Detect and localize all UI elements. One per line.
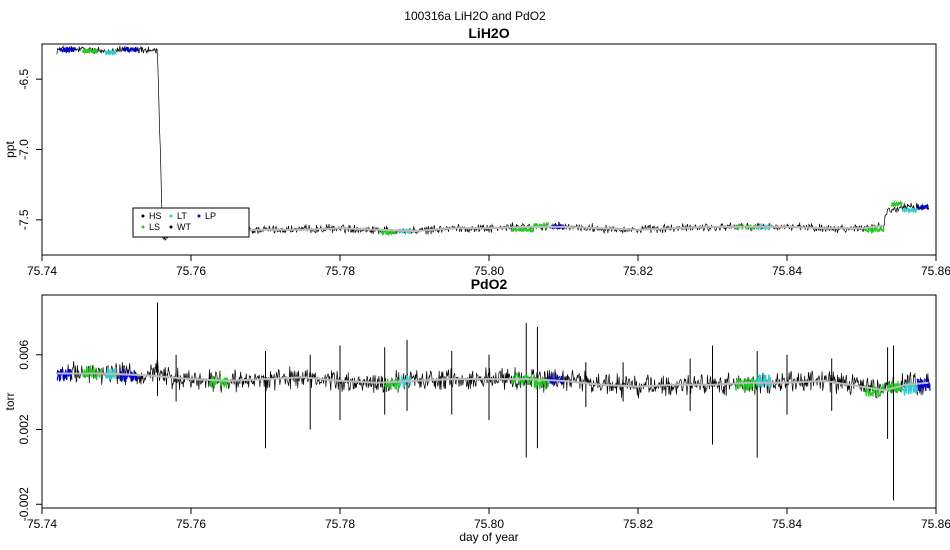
- pdo2-segment-lt: [756, 373, 773, 388]
- legend-box: [132, 207, 250, 238]
- pdo2-segment-lp: [56, 368, 73, 382]
- pdo2-smoothed-series-line: [56, 372, 929, 392]
- pdo2-panel-title: PdO2: [471, 276, 508, 292]
- legend-marker-ls: [141, 225, 145, 229]
- lih2o-smoothed-series-line: [168, 224, 884, 235]
- lih2o-x-tick-label: 75.80: [474, 264, 504, 278]
- lih2o-x-tick-label: 75.84: [772, 264, 802, 278]
- lih2o-x-tick-label: 75.82: [623, 264, 653, 278]
- legend-marker-wt: [169, 225, 173, 229]
- lih2o-x-tick-label: 75.86: [921, 264, 950, 278]
- pdo2-x-tick-label: 75.84: [772, 517, 802, 531]
- pdo2-segment-ls: [384, 378, 401, 390]
- pdo2-y-axis-label: torr: [3, 392, 17, 410]
- legend-marker-lp: [197, 214, 201, 218]
- lih2o-segment-ls: [864, 226, 885, 235]
- legend-label-hs: HS: [149, 211, 162, 221]
- lih2o-segment-ls: [510, 224, 535, 234]
- lih2o-segment-lp: [123, 46, 140, 54]
- pdo2-segment-lt: [104, 367, 118, 381]
- lih2o-y-tick-label: -7.5: [17, 209, 31, 230]
- lih2o-segment-lp: [917, 203, 930, 211]
- figure-title: 100316a LiH2O and PdO2: [404, 9, 546, 23]
- pdo2-segment-lp: [916, 378, 931, 392]
- pdo2-x-tick-label: 75.86: [921, 517, 950, 531]
- pdo2-x-tick-label: 75.74: [27, 517, 57, 531]
- lih2o-x-tick-label: 75.76: [176, 264, 206, 278]
- lih2o-segment-ls: [82, 46, 99, 55]
- lih2o-panel: LiH2O 75.74 75.76 75.78 75.80 75.82 75.84 75.86…: [3, 25, 950, 278]
- pdo2-y-tick-label: -0.002: [17, 487, 31, 521]
- lih2o-y-axis-label: ppt: [3, 140, 17, 157]
- pdo2-x-tick-label: 75.78: [325, 517, 355, 531]
- legend-marker-hs: [141, 214, 145, 218]
- pdo2-segment-ls: [511, 371, 535, 386]
- legend-label-lp: LP: [205, 211, 216, 221]
- legend-label-ls: LS: [149, 222, 160, 232]
- lih2o-segment-lt: [901, 207, 918, 215]
- pdo2-panel: PdO2 75.74 75.76 75.78 75.80 75.82 75.84 75.86 -…: [3, 276, 950, 544]
- lih2o-y-tick-label: -7.0: [17, 139, 31, 160]
- pdo2-x-tick-label: 75.82: [623, 517, 653, 531]
- pdo2-segment-lt: [901, 381, 918, 397]
- lih2o-segment-ls: [380, 228, 397, 237]
- legend-label-wt: WT: [177, 222, 191, 232]
- pdo2-y-tick-label: 0.006: [17, 339, 31, 369]
- legend-marker-lt: [169, 214, 173, 218]
- lih2o-segment-lt: [104, 49, 117, 57]
- lih2o-panel-title: LiH2O: [468, 25, 509, 41]
- lih2o-y-tick-label: -6.5: [17, 69, 31, 90]
- pdo2-segment-ls: [865, 383, 885, 398]
- lih2o-x-tick-label: 75.74: [27, 264, 57, 278]
- pdo2-x-tick-label: 75.80: [474, 517, 504, 531]
- pdo2-x-axis-label: day of year: [459, 530, 518, 544]
- lih2o-segment-lp: [60, 45, 77, 55]
- lih2o-x-tick-label: 75.78: [325, 264, 355, 278]
- pdo2-y-tick-label: 0.002: [17, 414, 31, 444]
- pdo2-segment-lp: [548, 372, 565, 386]
- pdo2-x-tick-label: 75.76: [176, 517, 206, 531]
- lih2o-segment-ls: [890, 199, 903, 208]
- legend-label-lt: LT: [177, 211, 187, 221]
